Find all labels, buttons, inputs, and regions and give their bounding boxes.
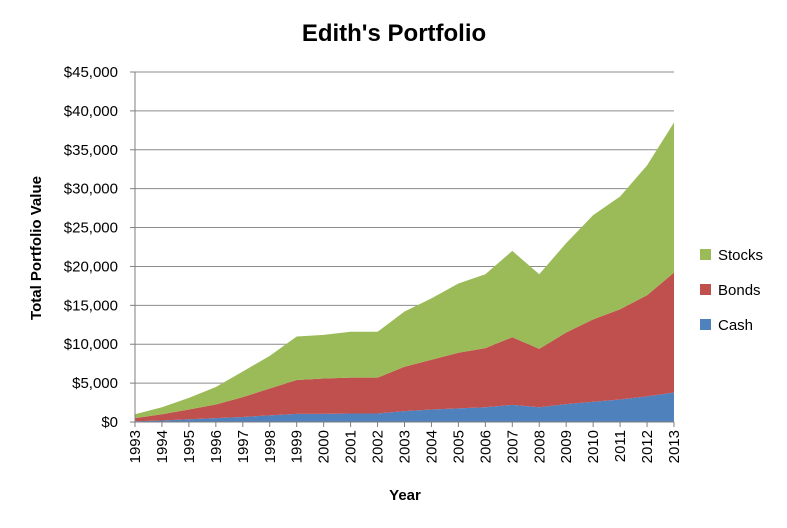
x-tick-label: 2004 xyxy=(423,430,440,463)
x-tick-label: 2001 xyxy=(343,430,360,463)
x-tick-label: 1996 xyxy=(208,430,225,463)
x-tick-label: 1997 xyxy=(235,430,252,463)
x-tick-label: 2013 xyxy=(666,430,683,463)
area-cash xyxy=(135,392,674,422)
y-tick-label: $0 xyxy=(101,414,118,431)
y-tick-label: $35,000 xyxy=(64,142,118,159)
y-tick-label: $25,000 xyxy=(64,220,118,237)
x-tick-label: 2006 xyxy=(477,430,494,463)
x-tick-label: 1993 xyxy=(127,430,144,463)
legend-label-bonds: Bonds xyxy=(718,282,761,299)
area-bonds xyxy=(135,272,674,422)
y-tick-label: $10,000 xyxy=(64,336,118,353)
y-tick-label: $45,000 xyxy=(64,64,118,81)
x-tick-label: 2000 xyxy=(316,430,333,463)
y-tick-label: $40,000 xyxy=(64,103,118,120)
area-stocks xyxy=(135,122,674,419)
legend-label-cash: Cash xyxy=(718,317,753,334)
plot-areas xyxy=(135,122,674,422)
y-tick-label: $15,000 xyxy=(64,297,118,314)
y-tick-label: $30,000 xyxy=(64,181,118,198)
x-tick-label: 2005 xyxy=(450,430,467,463)
legend-swatch-cash xyxy=(700,319,711,330)
x-tick-label: 1995 xyxy=(181,430,198,463)
legend-label-stocks: Stocks xyxy=(718,247,763,264)
chart-title: Edith's Portfolio xyxy=(302,20,486,47)
legend-swatch-stocks xyxy=(700,249,711,260)
y-tick-label: $5,000 xyxy=(72,375,118,392)
x-tick-labels: 1993 1994 1995 1996 1997 1998 1999 2000 2001 2002… xyxy=(127,430,683,463)
x-tick-label: 2007 xyxy=(504,430,521,463)
legend: Stocks Bonds Cash xyxy=(700,247,763,334)
x-tick-label: 2009 xyxy=(558,430,575,463)
x-tick-label: 2008 xyxy=(531,430,548,463)
x-tick-label: 1999 xyxy=(289,430,306,463)
y-tick-label: $20,000 xyxy=(64,258,118,275)
x-tick-label: 1994 xyxy=(154,430,171,463)
x-tick-label: 2002 xyxy=(370,430,387,463)
x-tick-label: 2012 xyxy=(639,430,656,463)
x-tick-label: 2011 xyxy=(612,430,629,462)
x-axis-label: Year xyxy=(389,487,421,504)
x-tick-label: 1998 xyxy=(262,430,279,463)
x-tick-label: 2003 xyxy=(397,430,414,463)
axes xyxy=(130,71,675,427)
y-axis-label: Total Portfolio Value xyxy=(28,176,45,320)
x-tick-label: 2010 xyxy=(585,430,602,463)
y-tick-labels: $0 $5,000 $10,000 $15,000 $20,000 $25,000 $30,… xyxy=(64,64,118,431)
legend-swatch-bonds xyxy=(700,284,711,295)
